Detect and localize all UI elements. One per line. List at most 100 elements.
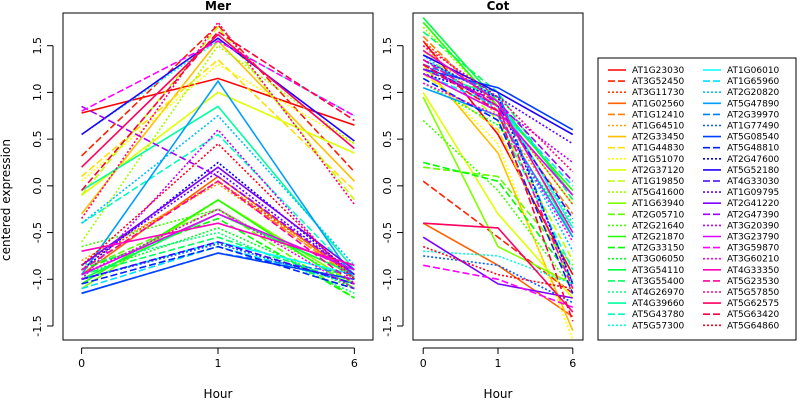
legend-item: AT2G47600: [703, 155, 780, 165]
series-line-at4g33350: [81, 222, 355, 267]
legend-label: AT5G41600: [632, 188, 685, 198]
series-line-at2g41220: [422, 236, 573, 299]
legend-item: AT1G44830: [608, 144, 685, 154]
series-line-at5g47890: [80, 79, 356, 280]
series-line-at2g47600: [422, 72, 574, 285]
series-line-at3g06050: [422, 82, 574, 229]
legend-item: AT3G20390: [703, 221, 780, 231]
legend-label: AT1G23030: [632, 66, 685, 76]
y-tick-label: 0.0: [31, 177, 44, 195]
series-line-at1g51070: [81, 63, 355, 182]
legend-item: AT3G55400: [608, 277, 685, 287]
series-line-at1g02560: [422, 222, 574, 318]
legend-item: AT1G23030: [608, 66, 685, 76]
legend-label: AT1G02560: [632, 99, 685, 109]
legend-label: AT2G41220: [727, 199, 780, 209]
y-tick-label: -1.5: [31, 315, 44, 336]
legend-label: AT5G63420: [727, 310, 780, 320]
series-line-at5g48810: [81, 245, 355, 290]
legend-label: AT4G33350: [727, 266, 780, 276]
legend-item: AT1G12410: [608, 110, 685, 120]
legend-item: AT3G52450: [608, 77, 685, 87]
x-tick-label: 0: [78, 357, 85, 370]
series-line-at4g33030: [81, 241, 355, 285]
legend-label: AT5G52180: [727, 166, 780, 176]
x-tick-label: 1: [495, 357, 502, 370]
legend-item: AT5G57300: [608, 321, 685, 331]
series-line-at2g47600: [81, 161, 355, 276]
legend-item: AT2G41220: [703, 199, 780, 209]
series-line-at1g44830: [422, 73, 574, 285]
series-line-at5g64860: [81, 142, 355, 280]
legend-item: AT1G65960: [703, 77, 780, 87]
legend-label: AT5G57300: [632, 321, 685, 331]
legend-label: AT1G06010: [727, 66, 780, 76]
series-line-at5g52180: [422, 54, 574, 136]
series-line-at1g63940: [422, 96, 574, 285]
legend-item: AT5G08540: [703, 133, 780, 143]
legend-label: AT5G23530: [727, 277, 780, 287]
legend-item: AT4G33030: [703, 177, 780, 187]
legend-item: AT1G06010: [703, 66, 780, 76]
series-line-at3g55400: [81, 236, 355, 285]
series-line-at2g21640: [422, 119, 574, 290]
legend-label: AT3G55400: [632, 277, 685, 287]
panel-cot: Cot 0 1 6 Hour -1.5 -1.0 -0.5 0.0 0.5 1.0 1.5: [381, 0, 584, 400]
legend-label: AT5G47890: [727, 99, 780, 109]
legend-label: AT3G23790: [727, 233, 780, 243]
legend-label: AT5G62575: [727, 299, 779, 309]
legend-item: AT2G21870: [608, 233, 685, 243]
y-tick-label: 0.5: [381, 130, 394, 148]
legend-label: AT5G08540: [727, 133, 780, 143]
x-tick-label: 1: [215, 357, 222, 370]
legend-label: AT2G05710: [632, 210, 685, 220]
legend-item: AT1G02560: [608, 99, 685, 109]
legend-label: AT1G77490: [727, 122, 780, 132]
plot-frame: [412, 12, 584, 341]
series-line-at2g20820: [81, 114, 355, 266]
series-line-at3g60210: [81, 208, 355, 290]
legend-label: AT4G39660: [632, 299, 685, 309]
legend-item: AT4G39660: [608, 299, 685, 309]
legend-label: AT2G39970: [727, 110, 780, 120]
series-line-at1g23030: [81, 77, 355, 126]
legend-item: AT3G54110: [608, 266, 685, 276]
legend-label: AT4G26970: [632, 288, 685, 298]
series-line-at2g33150: [81, 217, 355, 299]
legend-item: AT3G11730: [608, 88, 685, 98]
y-tick-label: 0.5: [31, 130, 44, 148]
series-line-at1g44830: [81, 58, 355, 192]
y-tick-label: 1.0: [31, 84, 44, 102]
series-line-at2g21870: [81, 198, 355, 290]
legend-item: AT4G26970: [608, 288, 685, 298]
x-axis-title: Hour: [204, 387, 233, 400]
legend-item: AT2G20820: [703, 88, 780, 98]
legend-label: AT1G12410: [632, 110, 685, 120]
series-line-at2g47390: [81, 105, 355, 276]
legend-label: AT2G37120: [632, 166, 685, 176]
legend-label: AT2G47390: [727, 210, 780, 220]
legend-label: AT3G60210: [727, 255, 780, 265]
panel-title: Mer: [205, 0, 231, 13]
legend-label: AT5G48810: [727, 144, 780, 154]
legend-label: AT1G09795: [727, 188, 779, 198]
legend-item: AT5G41600: [608, 188, 685, 198]
legend-label: AT3G20390: [727, 221, 780, 231]
legend-label: AT2G33150: [632, 244, 685, 254]
series-line-at5g52180: [81, 37, 355, 142]
legend-item: AT1G77490: [703, 122, 780, 132]
y-tick-label: -1.5: [381, 315, 394, 336]
y-tick-label: 1.5: [31, 37, 44, 55]
legend-item: AT5G23530: [703, 277, 780, 287]
series-line-at5g62575: [81, 33, 355, 168]
y-tick-label: -1.0: [381, 269, 394, 290]
x-tick-label: 6: [569, 357, 576, 370]
legend-item: AT1G51070: [608, 155, 685, 165]
series-line-at5g62575: [423, 222, 574, 313]
x-tick-label: 6: [351, 357, 358, 370]
legend-label: AT2G33450: [632, 133, 685, 143]
series-line-at3g11730: [422, 40, 574, 205]
series-line-at1g06010: [422, 58, 574, 229]
y-tick-label: 1.5: [381, 37, 394, 55]
